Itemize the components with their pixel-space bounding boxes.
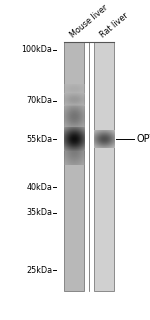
Text: 35kDa: 35kDa [26,208,52,217]
Text: Rat liver: Rat liver [98,11,130,40]
Text: OPTC: OPTC [136,134,150,144]
Text: 100kDa: 100kDa [21,45,52,54]
Text: Mouse liver: Mouse liver [68,3,110,40]
Text: 55kDa: 55kDa [26,135,52,144]
Text: 40kDa: 40kDa [26,183,52,192]
Bar [64,42,84,291]
Text: 70kDa: 70kDa [26,96,52,105]
Bar [94,42,114,291]
Text: 25kDa: 25kDa [26,266,52,275]
